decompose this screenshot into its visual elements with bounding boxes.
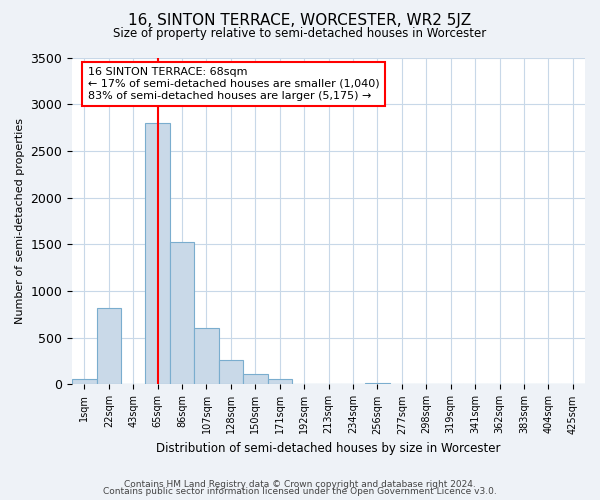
Bar (145, 123, 170, 384)
Bar (72, 379, 97, 384)
Text: Contains HM Land Registry data © Crown copyright and database right 2024.: Contains HM Land Registry data © Crown c… (124, 480, 476, 489)
Text: 16, SINTON TERRACE, WORCESTER, WR2 5JZ: 16, SINTON TERRACE, WORCESTER, WR2 5JZ (128, 12, 472, 28)
Bar (97, 308, 121, 384)
Text: 16 SINTON TERRACE: 68sqm
← 17% of semi-detached houses are smaller (1,040)
83% o: 16 SINTON TERRACE: 68sqm ← 17% of semi-d… (88, 68, 379, 100)
Text: Contains public sector information licensed under the Open Government Licence v3: Contains public sector information licen… (103, 488, 497, 496)
X-axis label: Distribution of semi-detached houses by size in Worcester: Distribution of semi-detached houses by … (157, 442, 501, 455)
Y-axis label: Number of semi-detached properties: Number of semi-detached properties (15, 118, 25, 324)
Bar (218, 360, 243, 384)
Bar (365, 382, 389, 384)
Text: Size of property relative to semi-detached houses in Worcester: Size of property relative to semi-detach… (113, 28, 487, 40)
Bar (170, 242, 194, 384)
Bar (194, 328, 218, 384)
Bar (243, 374, 268, 384)
Bar (268, 380, 292, 384)
